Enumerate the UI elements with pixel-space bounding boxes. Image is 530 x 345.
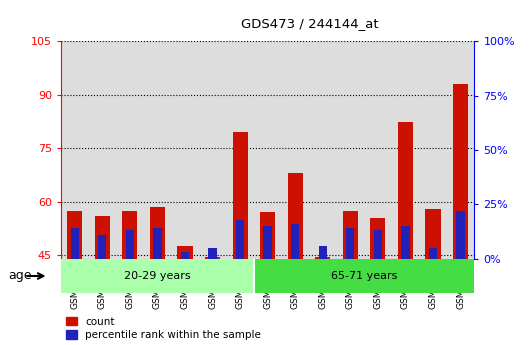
- Bar: [150, 207, 165, 259]
- Bar: [126, 230, 134, 259]
- Bar: [95, 216, 110, 259]
- Bar: [401, 226, 410, 259]
- Bar: [343, 211, 358, 259]
- Bar: [319, 246, 327, 259]
- Bar: [153, 228, 162, 259]
- Bar: [70, 228, 79, 259]
- Bar: [233, 132, 248, 259]
- Bar: [205, 257, 220, 259]
- Bar: [374, 230, 382, 259]
- Bar: [178, 246, 192, 259]
- Bar: [263, 226, 272, 259]
- Bar: [98, 235, 107, 259]
- Bar: [260, 213, 275, 259]
- Bar: [370, 218, 385, 259]
- Bar: [254, 259, 474, 293]
- Bar: [122, 211, 137, 259]
- Text: age: age: [8, 269, 31, 283]
- Text: GDS473 / 244144_at: GDS473 / 244144_at: [241, 17, 379, 30]
- Bar: [61, 259, 254, 293]
- Bar: [291, 224, 299, 259]
- Bar: [426, 209, 440, 259]
- Bar: [315, 257, 330, 259]
- Bar: [67, 211, 82, 259]
- Bar: [181, 252, 189, 259]
- Bar: [453, 84, 468, 259]
- Bar: [346, 228, 355, 259]
- Bar: [456, 211, 465, 259]
- Bar: [398, 121, 413, 259]
- Bar: [208, 248, 217, 259]
- Text: 20-29 years: 20-29 years: [124, 271, 191, 281]
- Bar: [429, 248, 437, 259]
- Bar: [236, 220, 244, 259]
- Text: 65-71 years: 65-71 years: [331, 271, 398, 281]
- Legend: count, percentile rank within the sample: count, percentile rank within the sample: [66, 317, 261, 340]
- Bar: [288, 173, 303, 259]
